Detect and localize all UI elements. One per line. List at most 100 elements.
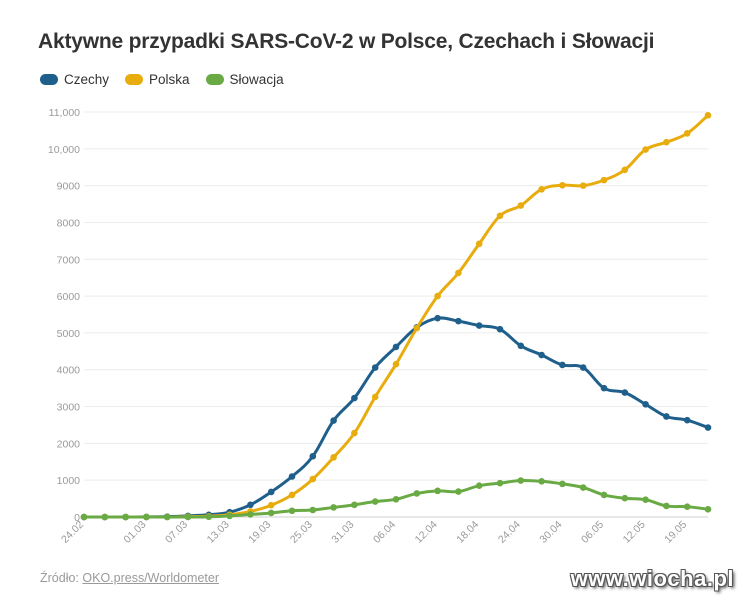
data-point-polska xyxy=(621,166,629,174)
y-tick-label: 11,000 xyxy=(49,107,80,119)
watermark: www.wiocha.pl xyxy=(570,566,734,591)
data-point-s-owacja xyxy=(683,503,691,510)
data-point-s-owacja xyxy=(600,491,608,499)
data-point-polska xyxy=(642,146,649,153)
data-point-s-owacja xyxy=(226,512,233,520)
legend-item-czechy[interactable]: Czechy xyxy=(40,72,109,87)
legend-swatch-slowacja xyxy=(205,74,224,85)
x-tick-label: 12.05 xyxy=(621,519,648,546)
data-point-polska xyxy=(330,454,337,461)
y-tick-label: 9000 xyxy=(57,181,81,193)
y-tick-label: 10,000 xyxy=(48,144,80,156)
data-point-czechy xyxy=(517,342,525,350)
data-point-s-owacja xyxy=(309,506,317,514)
data-point-czechy xyxy=(267,488,275,496)
data-point-s-owacja xyxy=(434,487,441,495)
y-tick-label: 4000 xyxy=(57,365,81,377)
data-point-polska xyxy=(267,501,275,509)
source-link[interactable]: OKO.press/Worldometer xyxy=(82,571,220,585)
x-tick-label: 24.04 xyxy=(496,519,523,546)
data-point-czechy xyxy=(392,343,400,351)
data-point-polska xyxy=(434,292,441,300)
data-point-czechy xyxy=(434,314,441,322)
data-point-czechy xyxy=(559,361,566,369)
data-point-polska xyxy=(496,212,504,220)
legend-item-slowacja[interactable]: Słowacja xyxy=(205,72,284,87)
data-point-s-owacja xyxy=(392,496,400,503)
data-point-czechy xyxy=(642,401,649,408)
x-tick-label: 30.04 xyxy=(537,519,564,546)
y-tick-label: 1000 xyxy=(57,475,81,487)
data-point-s-owacja xyxy=(517,477,525,484)
data-point-s-owacja xyxy=(163,513,171,521)
data-point-polska xyxy=(579,182,587,189)
data-point-s-owacja xyxy=(247,511,254,518)
data-point-czechy xyxy=(496,325,504,333)
chart-title: Aktywne przypadki SARS-CoV-2 w Polsce, C… xyxy=(38,30,655,53)
data-point-polska xyxy=(392,360,400,368)
data-point-s-owacja xyxy=(267,509,275,517)
data-point-polska xyxy=(475,240,483,248)
x-tick-label: 13.03 xyxy=(205,519,232,546)
legend: Czechy Polska Słowacja xyxy=(40,72,284,87)
data-point-s-owacja xyxy=(205,513,213,521)
legend-swatch-polska xyxy=(125,74,144,85)
data-point-s-owacja xyxy=(642,496,649,503)
data-point-czechy xyxy=(475,322,483,329)
legend-label-polska: Polska xyxy=(149,72,190,87)
data-point-czechy xyxy=(663,413,670,420)
data-point-czechy xyxy=(621,389,629,396)
series-line-polska xyxy=(82,113,710,519)
data-point-polska xyxy=(683,130,691,137)
data-point-polska xyxy=(351,429,358,437)
data-point-s-owacja xyxy=(330,504,337,511)
data-point-s-owacja xyxy=(475,482,483,490)
data-point-s-owacja xyxy=(579,484,587,491)
y-tick-label: 8000 xyxy=(57,217,81,229)
y-tick-label: 0 xyxy=(74,512,80,524)
data-point-polska xyxy=(288,491,296,499)
data-point-s-owacja xyxy=(538,477,545,485)
data-point-polska xyxy=(559,181,566,189)
y-tick-label: 5000 xyxy=(57,328,81,340)
source-note: Źródło: OKO.press/Worldometer xyxy=(40,571,219,585)
data-point-czechy xyxy=(330,417,337,424)
legend-swatch-czechy xyxy=(40,74,58,85)
data-point-czechy xyxy=(288,473,296,480)
legend-label-czechy: Czechy xyxy=(64,72,110,87)
data-point-s-owacja xyxy=(143,513,150,521)
data-point-polska xyxy=(600,176,608,184)
x-tick-label: 31.03 xyxy=(329,519,356,546)
x-tick-label: 06.04 xyxy=(371,519,398,546)
data-point-s-owacja xyxy=(184,513,192,521)
legend-item-polska[interactable]: Polska xyxy=(125,72,190,87)
data-point-czechy xyxy=(538,351,545,359)
data-point-polska xyxy=(517,202,525,209)
data-point-czechy xyxy=(683,416,691,424)
y-tick-label: 7000 xyxy=(57,254,81,266)
data-point-czechy xyxy=(600,384,608,392)
data-point-czechy xyxy=(455,317,462,325)
legend-label-slowacja: Słowacja xyxy=(229,72,284,87)
data-point-polska xyxy=(704,112,712,119)
data-point-s-owacja xyxy=(413,490,421,497)
data-point-czechy xyxy=(704,424,712,431)
x-tick-label: 25.03 xyxy=(288,519,315,546)
data-point-polska xyxy=(413,324,421,332)
x-tick-label: 18.04 xyxy=(454,519,481,546)
x-tick-label: 06.05 xyxy=(579,519,606,546)
data-point-s-owacja xyxy=(80,513,88,521)
y-tick-label: 3000 xyxy=(57,402,81,414)
y-tick-label: 2000 xyxy=(57,438,81,450)
data-point-s-owacja xyxy=(455,488,462,495)
data-point-s-owacja xyxy=(122,513,129,521)
data-point-czechy xyxy=(579,364,587,371)
data-point-s-owacja xyxy=(371,498,379,505)
data-point-polska xyxy=(538,186,545,193)
data-point-polska xyxy=(371,393,379,401)
data-point-s-owacja xyxy=(621,494,629,502)
data-point-polska xyxy=(663,138,670,146)
source-label: Źródło: xyxy=(40,571,79,585)
data-point-czechy xyxy=(309,452,317,460)
